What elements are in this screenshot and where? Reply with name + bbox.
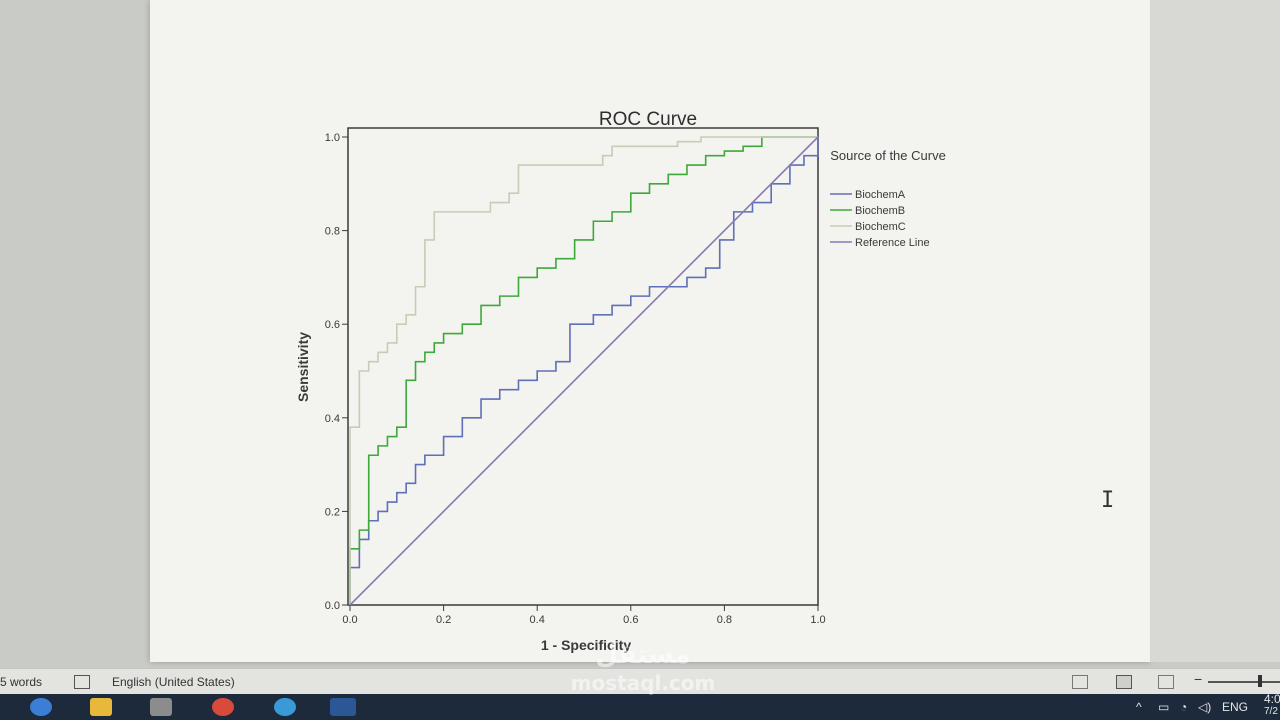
y-tick-label: 1.0	[325, 132, 340, 144]
watermark-latin: mostaql.com	[570, 671, 716, 695]
y-axis-label: Sensitivity	[295, 332, 311, 402]
y-tick-label: 0.0	[325, 600, 340, 612]
zoom-slider[interactable]	[1208, 681, 1280, 683]
x-tick-label: 0.6	[623, 614, 638, 626]
plot-area	[347, 127, 819, 606]
legend-title: Source of the Curve	[830, 148, 946, 163]
document-page	[150, 0, 1150, 662]
file-explorer-icon[interactable]	[90, 698, 112, 716]
windows-taskbar: ^ ▭ ◔ ◁) ENG 4:0 7/2	[0, 692, 1280, 720]
series-line-reference-line	[349, 136, 819, 606]
text-cursor-icon: I	[1101, 488, 1115, 513]
y-tick-label: 0.6	[325, 319, 340, 331]
chart-title: ROC Curve	[599, 109, 697, 130]
legend-label-biochemb: BiochemB	[855, 205, 905, 217]
legend-label-biochema: BiochemA	[855, 189, 906, 201]
chrome-icon[interactable]	[212, 698, 234, 716]
start-icon[interactable]	[30, 698, 52, 716]
roc-chart: ROC Curve 0.0 0.2 0.4 0.6 0.8 1.0 0.0 0.2 0.4 0.…	[295, 109, 946, 653]
zoom-out-icon[interactable]: −	[1194, 671, 1203, 687]
battery-icon[interactable]: ▭	[1158, 700, 1170, 714]
x-tick-label: 1.0	[810, 614, 825, 626]
tray-chevron-icon[interactable]: ^	[1136, 700, 1142, 714]
right-margin-area	[1150, 0, 1280, 662]
x-tick-label: 0.8	[717, 614, 732, 626]
word-status-bar: 5 words English (United States) −	[0, 668, 1280, 695]
x-tick-label: 0.2	[436, 614, 451, 626]
x-tick-label: 0.0	[342, 614, 357, 626]
telegram-icon[interactable]	[274, 698, 296, 716]
watermark-arabic: مستقل	[595, 640, 691, 670]
y-tick-label: 0.8	[325, 226, 340, 238]
wifi-icon[interactable]: ◔	[1180, 700, 1188, 714]
proofing-icon[interactable]	[74, 675, 90, 689]
input-language[interactable]: ENG	[1222, 700, 1249, 714]
y-tick-label: 0.4	[325, 413, 340, 425]
clock-date[interactable]: 7/2	[1264, 706, 1278, 717]
series-line-biochemc	[349, 136, 818, 605]
web-layout-icon[interactable]	[1158, 675, 1174, 689]
word-count[interactable]: 5 words	[0, 675, 43, 689]
volume-icon[interactable]: ◁)	[1198, 700, 1212, 714]
x-tick-label: 0.4	[530, 614, 545, 626]
x-axis-label: 1 - Specificity	[541, 637, 631, 653]
y-tick-label: 0.2	[325, 506, 340, 518]
clock-time[interactable]: 4:0	[1264, 692, 1280, 706]
series-line-biochemb	[349, 136, 818, 605]
watermark: مستقل mostaql.com	[548, 640, 738, 700]
legend-label-biochemc: BiochemC	[855, 221, 906, 233]
read-mode-icon[interactable]	[1072, 675, 1088, 689]
store-icon[interactable]	[150, 698, 172, 716]
print-layout-icon[interactable]	[1116, 675, 1132, 689]
word-icon[interactable]	[330, 698, 356, 716]
language-indicator[interactable]: English (United States)	[112, 675, 235, 689]
legend-label-reference-line: Reference Line	[855, 237, 930, 249]
zoom-slider-thumb[interactable]	[1258, 675, 1262, 687]
series-line-biochema	[349, 137, 819, 605]
